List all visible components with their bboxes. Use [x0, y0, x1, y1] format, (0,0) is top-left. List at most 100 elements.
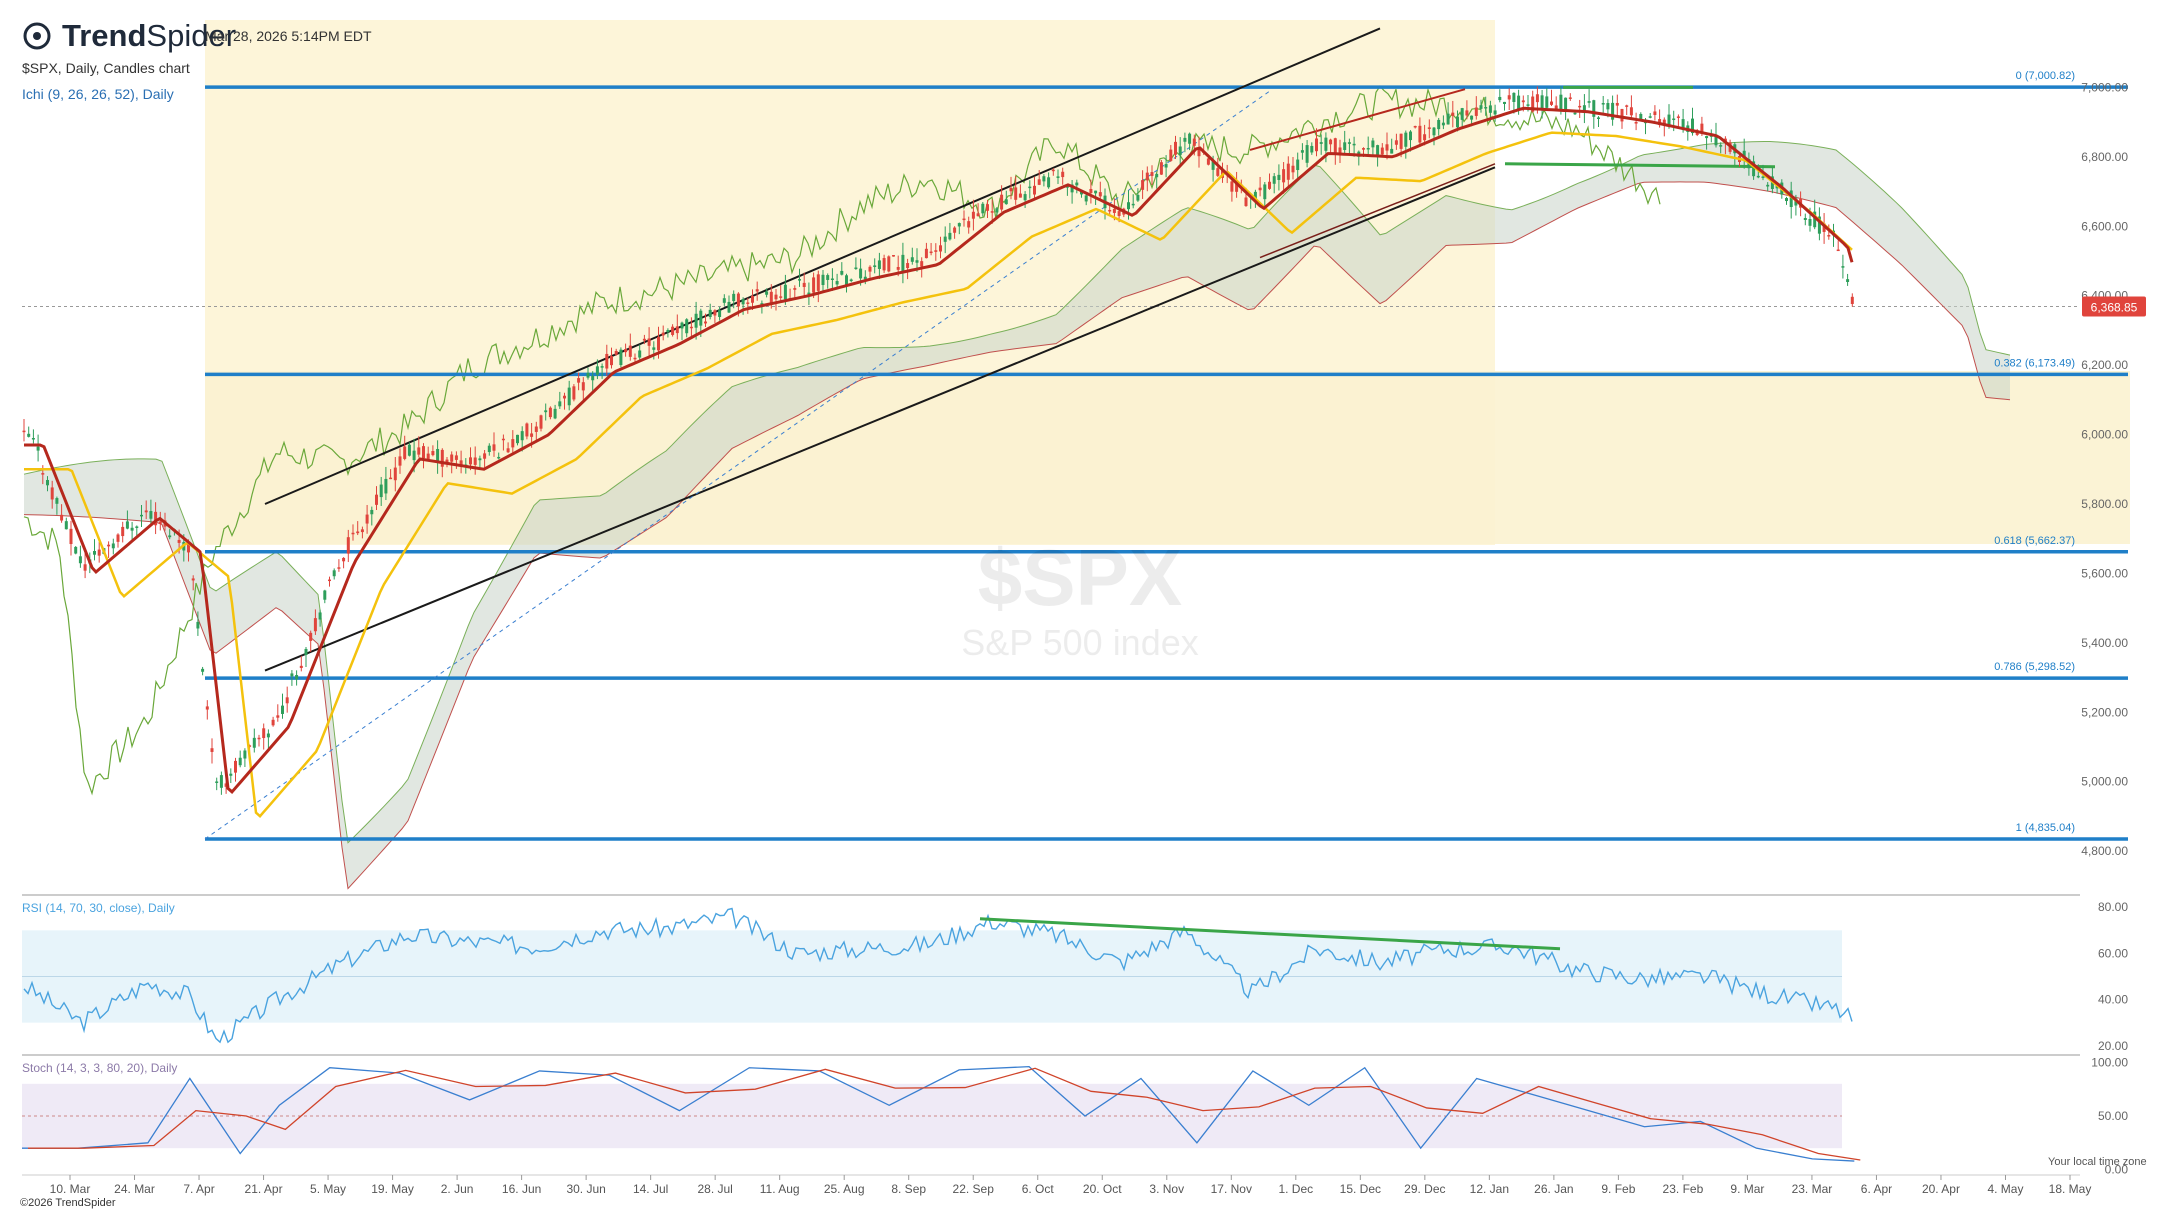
candle-body: [1084, 195, 1088, 202]
candle-body: [83, 564, 87, 571]
candle-body: [1620, 108, 1624, 122]
candle-body: [1399, 133, 1403, 149]
candle-body: [1742, 150, 1746, 158]
candle-body: [1098, 192, 1102, 197]
copyright-text: ©2026 TrendSpider: [20, 1197, 116, 1209]
candle-body: [586, 372, 590, 378]
ichimoku-cloud: [23, 141, 2011, 890]
candle-body: [1366, 147, 1370, 150]
symbol-description[interactable]: $SPX, Daily, Candles chart: [22, 60, 190, 76]
candle-body: [1000, 194, 1004, 210]
x-axis-label: 17. Nov: [1211, 1182, 1252, 1196]
price-tick-label: 6,600.00: [2081, 219, 2128, 233]
candle-body: [1216, 168, 1220, 176]
candle-body: [1629, 107, 1633, 116]
candle-body: [1531, 96, 1535, 112]
price-tick-label: 6,800.00: [2081, 150, 2128, 164]
candle-body: [257, 737, 261, 740]
candle-body: [610, 356, 613, 366]
candle-body: [1752, 161, 1756, 177]
candle-body: [652, 347, 656, 350]
candle-body: [492, 444, 496, 451]
candle-body: [1550, 101, 1553, 105]
candle-body: [478, 458, 482, 461]
x-axis-label: 29. Dec: [1404, 1182, 1445, 1196]
candle-body: [633, 357, 637, 360]
candle-body: [304, 648, 308, 655]
candle-body: [332, 570, 336, 577]
candle-body: [558, 401, 562, 407]
candle-body: [1559, 94, 1563, 112]
candle-body: [36, 446, 40, 451]
candle-body: [901, 254, 905, 272]
candle-body: [1597, 117, 1600, 119]
candle-body: [1766, 184, 1770, 187]
candle-body: [605, 353, 609, 369]
candle-body: [1042, 176, 1046, 182]
candle-body: [1009, 187, 1013, 192]
candle-body: [313, 618, 317, 632]
x-axis-label: 20. Apr: [1922, 1182, 1960, 1196]
rsi-tick-label: 60.00: [2098, 946, 2128, 960]
candle-body: [563, 395, 566, 399]
candle-body: [69, 528, 73, 545]
candle-body: [1432, 127, 1436, 136]
candle-body: [215, 781, 219, 783]
price-tick-label: 6,000.00: [2081, 428, 2128, 442]
candle-body: [1343, 142, 1347, 150]
candle-body: [1507, 95, 1511, 100]
x-axis-label: 2. Jun: [441, 1182, 474, 1196]
candle-body: [1258, 187, 1262, 191]
candle-body: [426, 453, 430, 460]
candle-body: [1272, 176, 1276, 184]
candle-body: [600, 366, 604, 368]
fib-label-1: 0.382 (6,173.49): [1994, 357, 2075, 369]
candle-body: [1174, 141, 1177, 155]
candle-body: [1554, 105, 1558, 111]
ichimoku-indicator-label[interactable]: Ichi (9, 26, 26, 52), Daily: [22, 86, 174, 102]
x-axis-label: 7. Apr: [183, 1182, 214, 1196]
wedge-upper-line: [1249, 88, 1466, 151]
candle-body: [219, 775, 223, 788]
rsi-divergence-line: [979, 917, 1561, 951]
regression-dashed-line: [204, 90, 1271, 840]
candle-body: [689, 326, 693, 329]
candle-body: [732, 293, 736, 302]
candle-body: [1385, 144, 1389, 151]
candle-body: [699, 310, 703, 326]
candle-body: [1850, 296, 1854, 304]
timezone-note: Your local time zone: [2048, 1156, 2147, 1168]
candle-body: [1488, 105, 1492, 113]
candle-body: [572, 386, 576, 400]
candle-body: [1606, 103, 1610, 110]
candle-body: [995, 208, 999, 213]
watermark-name: S&P 500 index: [961, 622, 1199, 663]
candle-body: [290, 673, 294, 677]
stoch-d-line: [28, 1067, 1861, 1161]
candle-body: [520, 431, 524, 441]
x-axis-label: 12. Jan: [1470, 1182, 1509, 1196]
candle-body: [534, 426, 538, 432]
x-axis-label: 6. Oct: [1022, 1182, 1055, 1196]
stoch-tick-label: 0.00: [2105, 1163, 2129, 1177]
candle-body: [779, 296, 783, 298]
candle-body: [1521, 100, 1525, 103]
candle-body: [1568, 97, 1572, 99]
candle-body: [1352, 143, 1356, 146]
x-axis-label: 23. Mar: [1792, 1182, 1833, 1196]
candle-body: [1230, 181, 1234, 192]
candle-body: [1456, 116, 1459, 128]
candle-body: [1493, 110, 1497, 115]
price-tick-label: 5,000.00: [2081, 775, 2128, 789]
stoch-pane: [22, 1065, 1861, 1162]
rsi-title: RSI (14, 70, 30, close), Daily: [22, 901, 175, 915]
candle-body: [1503, 101, 1506, 104]
candle-body: [962, 218, 966, 221]
candle-body: [1451, 112, 1455, 116]
candle-body: [1535, 94, 1539, 103]
candle-body: [417, 447, 421, 455]
candle-body: [967, 221, 971, 228]
candle-body: [1310, 145, 1314, 153]
candle-body: [624, 349, 628, 353]
